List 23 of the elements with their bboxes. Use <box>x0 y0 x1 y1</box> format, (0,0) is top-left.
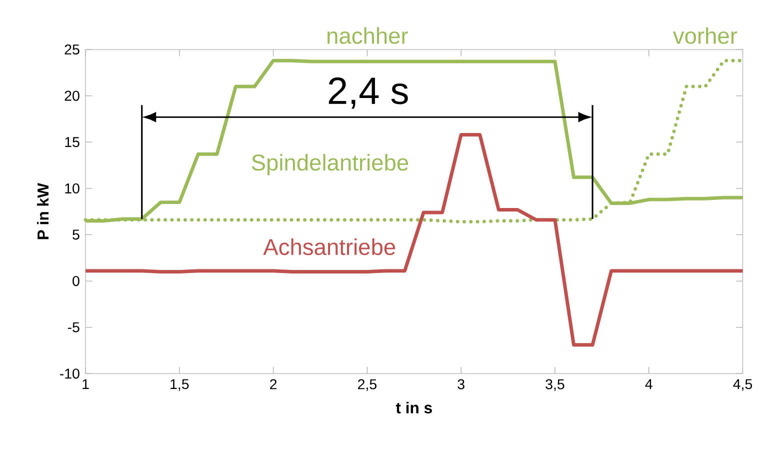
series-label: vorher <box>672 27 738 44</box>
x-tick-label: 1,5 <box>170 379 189 391</box>
x-tick-label: 2,5 <box>358 379 376 391</box>
series-label: Achsantriebe <box>263 238 396 255</box>
x-tick-label: 4 <box>645 379 652 389</box>
y-axis-title: P in kW <box>37 182 48 239</box>
y-tick-label: 0 <box>72 276 80 286</box>
annotation: 2,4 s <box>328 77 408 109</box>
y-tick-label: 15 <box>65 136 80 147</box>
y-tick-label: 5 <box>72 230 80 240</box>
series-label: nachher <box>328 27 408 44</box>
annotation: Spindelantriebe <box>252 154 408 176</box>
y-tick-label: -5 <box>68 322 80 332</box>
x-axis-title: t in s <box>396 402 432 414</box>
y-tick-label: -10 <box>60 368 80 378</box>
x-tick-label: 4,5 <box>733 379 752 391</box>
x-tick-label: 3 <box>458 379 464 390</box>
y-tick-label: 10 <box>65 183 80 194</box>
y-tick-label: 20 <box>64 90 80 101</box>
x-tick-label: 3,5 <box>546 379 564 391</box>
x-tick-label: 2 <box>270 379 277 389</box>
x-tick-label: 1 <box>82 379 89 389</box>
y-tick-label: 25 <box>64 44 80 54</box>
